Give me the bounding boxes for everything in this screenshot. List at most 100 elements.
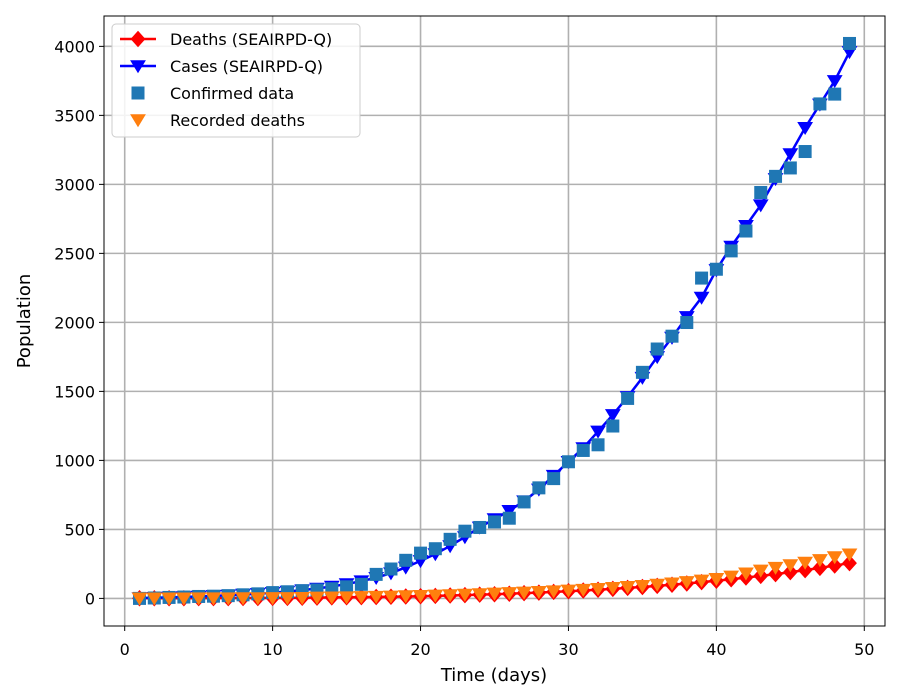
- data-point: [782, 559, 799, 573]
- data-point: [428, 542, 442, 556]
- data-point: [782, 148, 799, 162]
- data-point: [264, 592, 281, 606]
- data-point: [693, 291, 710, 305]
- data-point: [442, 589, 459, 603]
- data-point: [797, 556, 814, 570]
- data-point: [664, 577, 680, 591]
- data-point: [752, 564, 769, 578]
- legend-marker: [131, 86, 145, 100]
- data-point: [649, 578, 666, 592]
- legend-marker: [130, 60, 146, 74]
- data-point: [723, 570, 740, 584]
- data-point: [635, 365, 649, 379]
- data-point: [205, 592, 222, 606]
- data-point: [545, 585, 562, 599]
- data-point: [665, 329, 679, 343]
- y-tick-label: 2000: [54, 313, 95, 332]
- x-tick-label: 10: [262, 640, 282, 659]
- legend-label: Cases (SEAIRPD-Q): [170, 57, 323, 76]
- data-point: [502, 511, 516, 525]
- data-point: [501, 505, 518, 519]
- data-point: [146, 592, 163, 606]
- data-point: [680, 316, 694, 330]
- data-point: [458, 524, 472, 538]
- data-point: [412, 590, 429, 604]
- data-point: [368, 590, 385, 604]
- data-point: [516, 586, 532, 600]
- legend-label: Deaths (SEAIRPD-Q): [170, 30, 332, 49]
- data-point: [843, 36, 856, 50]
- data-point: [604, 582, 621, 596]
- data-point: [842, 554, 857, 572]
- data-point: [650, 342, 664, 356]
- x-tick-label: 20: [410, 640, 430, 659]
- x-tick-label: 30: [558, 640, 578, 659]
- series-3: [131, 548, 858, 606]
- data-point: [827, 557, 843, 574]
- data-point: [708, 573, 725, 587]
- data-point: [340, 580, 354, 594]
- data-point: [294, 591, 311, 605]
- legend-box: [111, 23, 361, 138]
- data-point: [826, 551, 843, 565]
- legend-item: Deaths (SEAIRPD-Q): [120, 30, 332, 49]
- x-tick-label: 0: [120, 640, 130, 659]
- data-point: [338, 591, 355, 605]
- legend-item: Recorded deaths: [130, 111, 305, 130]
- x-axis-label: Time (days): [440, 665, 547, 686]
- data-point: [399, 553, 413, 567]
- legend-label: Recorded deaths: [170, 111, 305, 130]
- data-point: [783, 161, 797, 175]
- data-point: [501, 587, 518, 601]
- data-point: [813, 97, 827, 111]
- data-point: [826, 75, 843, 89]
- data-point: [621, 391, 635, 405]
- x-tick-label: 40: [706, 640, 726, 659]
- data-point: [606, 419, 620, 433]
- y-tick-label: 2500: [54, 244, 95, 263]
- data-point: [590, 582, 606, 597]
- y-tick-label: 1000: [54, 451, 95, 470]
- data-point: [414, 546, 428, 560]
- data-point: [797, 561, 813, 579]
- data-point: [576, 443, 590, 457]
- data-point: [575, 583, 592, 597]
- y-tick-label: 4000: [54, 37, 95, 56]
- data-point: [353, 591, 370, 605]
- data-point: [709, 262, 723, 276]
- data-point: [471, 588, 488, 602]
- data-point: [695, 271, 709, 285]
- data-point: [488, 515, 501, 529]
- data-point: [309, 591, 325, 605]
- data-point: [473, 520, 487, 534]
- data-point: [443, 532, 457, 546]
- data-point: [591, 438, 605, 452]
- data-point: [383, 590, 399, 604]
- grid: [104, 16, 885, 626]
- data-point: [369, 567, 383, 581]
- plot-frame: [103, 15, 886, 627]
- y-tick-label: 500: [64, 520, 95, 539]
- data-point: [517, 495, 531, 509]
- data-point: [323, 591, 340, 605]
- data-point: [738, 567, 754, 581]
- data-point: [457, 588, 473, 602]
- legend-item: Confirmed data: [131, 84, 294, 103]
- data-point: [754, 186, 768, 200]
- data-point: [235, 592, 251, 606]
- data-point: [678, 576, 695, 590]
- data-point: [397, 590, 414, 604]
- data-point: [279, 592, 296, 606]
- x-tick-label: 50: [854, 640, 874, 659]
- data-point: [767, 561, 784, 575]
- data-point: [619, 581, 636, 595]
- data-point: [354, 577, 368, 591]
- data-point: [812, 559, 828, 577]
- data-point: [561, 455, 575, 469]
- data-point: [841, 548, 858, 562]
- data-point: [427, 589, 444, 603]
- data-point: [175, 592, 192, 606]
- data-point: [532, 481, 546, 495]
- data-point: [693, 574, 710, 588]
- data-point: [131, 592, 148, 606]
